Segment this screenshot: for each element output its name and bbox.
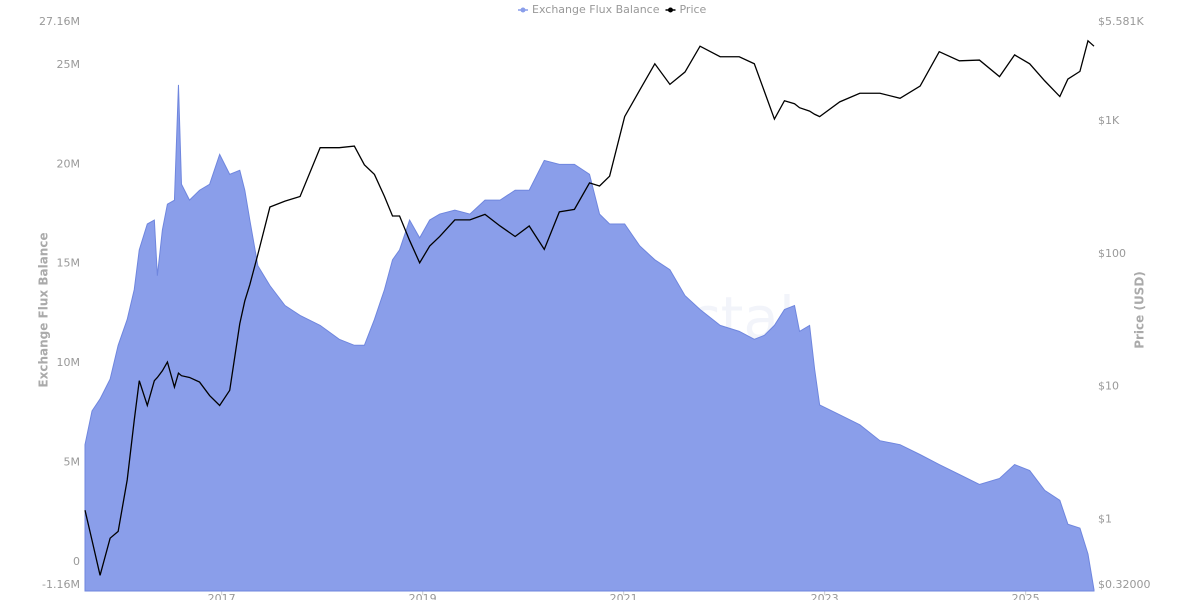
line-series: [84, 39, 1095, 576]
y-axis-title: Exchange Flux Balance: [37, 232, 51, 387]
y-tick-label: 27.16M: [39, 15, 80, 28]
y2-axis-title: Price (USD): [1133, 271, 1147, 349]
x-tick-label: 2023: [811, 592, 839, 600]
y2-tick-label: $1K: [1098, 114, 1120, 127]
y-tick-label: -1.16M: [42, 578, 80, 591]
y2-tick-label: $0.32000: [1098, 578, 1151, 591]
x-tick-label: 2025: [1012, 592, 1040, 600]
y-tick-label: 5M: [64, 456, 81, 469]
y-tick-label: 25M: [57, 58, 81, 71]
legend: Exchange Flux Balance Price: [518, 3, 707, 16]
area-series: [84, 84, 1095, 592]
y2-tick-label: $10: [1098, 380, 1119, 393]
x-tick-label: 2017: [208, 592, 236, 600]
x-tick-label: 2021: [610, 592, 638, 600]
y-tick-label: 0: [73, 555, 80, 568]
legend-marker: [667, 7, 673, 13]
legend-marker: [520, 7, 526, 13]
y2-tick-label: $100: [1098, 247, 1126, 260]
y-tick-label: 15M: [57, 257, 81, 270]
y-tick-label: 10M: [57, 356, 81, 369]
legend-label: Exchange Flux Balance: [532, 3, 660, 16]
y2-tick-label: $1: [1098, 512, 1112, 525]
y-tick-label: 20M: [57, 157, 81, 170]
x-tick-label: 2019: [409, 592, 437, 600]
y2-tick-label: $5.581K: [1098, 15, 1144, 28]
legend-label: Price: [679, 3, 706, 16]
